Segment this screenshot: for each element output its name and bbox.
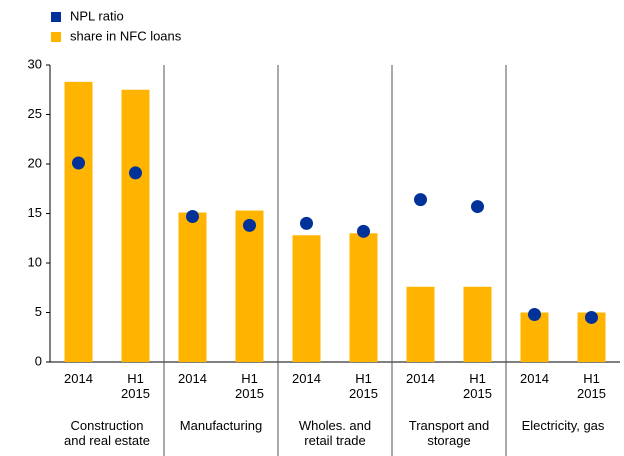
dot xyxy=(300,216,313,230)
dot xyxy=(471,200,484,214)
dot xyxy=(72,156,85,170)
legend-swatch xyxy=(51,32,61,42)
x-tick-label: 2014 xyxy=(520,371,549,386)
dot xyxy=(186,209,199,223)
y-tick-label: 5 xyxy=(35,304,42,319)
dot xyxy=(528,307,541,321)
legend-swatch xyxy=(51,12,61,22)
group-label: Manufacturing xyxy=(179,418,263,433)
x-tick-label: 2014 xyxy=(64,371,93,386)
x-tick-label: 2014 xyxy=(292,371,321,386)
bar xyxy=(292,235,321,362)
bar xyxy=(406,286,435,362)
group-label: Construction and real estate xyxy=(63,418,150,448)
y-tick-label: 10 xyxy=(28,254,42,269)
bar xyxy=(64,81,93,362)
x-tick-label: 2014 xyxy=(178,371,207,386)
dot xyxy=(243,218,256,232)
x-tick-label: H1 2015 xyxy=(121,371,150,401)
x-tick-label: 2014 xyxy=(406,371,435,386)
group-label: Electricity, gas xyxy=(521,418,605,433)
dot xyxy=(357,224,370,238)
bar xyxy=(235,210,264,362)
y-tick-label: 20 xyxy=(28,155,42,170)
dot xyxy=(414,193,427,207)
bar xyxy=(178,212,207,362)
x-tick-label: H1 2015 xyxy=(349,371,378,401)
dot xyxy=(585,310,598,324)
legend-label: share in NFC loans xyxy=(70,28,182,43)
legend-label: NPL ratio xyxy=(70,8,124,23)
x-tick-label: H1 2015 xyxy=(577,371,606,401)
y-tick-label: 15 xyxy=(28,205,42,220)
group-label: Transport and storage xyxy=(408,418,490,448)
x-tick-label: H1 2015 xyxy=(235,371,264,401)
x-tick-label: H1 2015 xyxy=(463,371,492,401)
y-tick-label: 0 xyxy=(35,353,42,368)
bar xyxy=(463,286,492,362)
y-tick-label: 25 xyxy=(28,106,42,121)
group-label: Wholes. and retail trade xyxy=(298,418,372,448)
dot xyxy=(129,166,142,180)
y-tick-label: 30 xyxy=(28,56,42,71)
bar xyxy=(121,89,150,362)
bar xyxy=(349,233,378,362)
